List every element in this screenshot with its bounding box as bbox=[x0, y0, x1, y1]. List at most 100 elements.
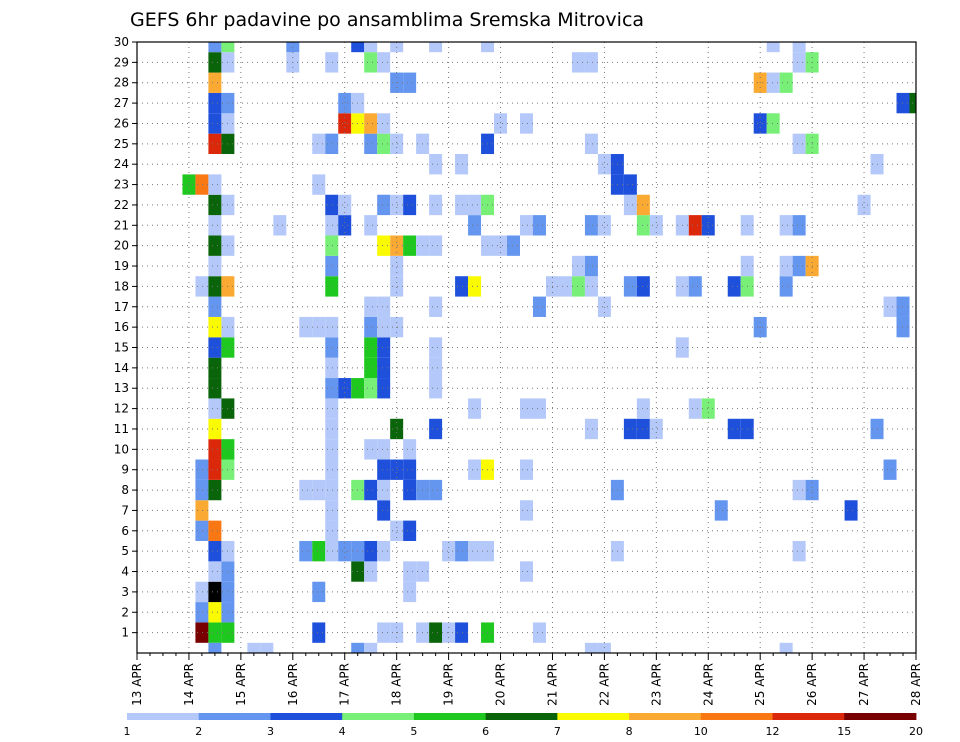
precip-cell bbox=[377, 540, 391, 562]
precip-cell bbox=[403, 72, 417, 93]
precip-cell bbox=[429, 154, 443, 175]
precip-cell bbox=[520, 398, 533, 419]
legend-label: 7 bbox=[554, 725, 561, 738]
precip-cell bbox=[779, 215, 793, 236]
legend-swatch bbox=[629, 713, 702, 720]
precip-cell bbox=[325, 337, 339, 358]
chart-title: GEFS 6hr padavine po ansamblima Sremska … bbox=[130, 9, 644, 31]
precip-cell bbox=[494, 113, 508, 134]
y-tick-label: 7 bbox=[121, 503, 129, 517]
precip-cell bbox=[636, 276, 650, 297]
precip-cell bbox=[883, 459, 897, 480]
precip-cell bbox=[532, 622, 546, 643]
legend-label: 15 bbox=[837, 725, 851, 738]
precip-cell bbox=[208, 337, 222, 358]
precip-cell bbox=[325, 255, 339, 277]
precip-cell bbox=[571, 276, 585, 297]
precip-cell bbox=[208, 439, 222, 460]
y-tick-label: 30 bbox=[114, 35, 129, 49]
precip-cell bbox=[195, 602, 209, 623]
precip-cell bbox=[351, 42, 365, 53]
precip-cell bbox=[792, 215, 806, 236]
precip-cell bbox=[338, 113, 352, 134]
precip-cell bbox=[429, 296, 443, 317]
precip-cell bbox=[520, 113, 533, 134]
precip-cell bbox=[325, 439, 339, 460]
precip-cell bbox=[377, 479, 391, 501]
precip-cell bbox=[429, 622, 443, 643]
precip-cell bbox=[558, 276, 572, 297]
precip-cell bbox=[208, 642, 222, 653]
precip-cell bbox=[195, 459, 209, 480]
precip-cell bbox=[377, 357, 391, 379]
precip-cell bbox=[208, 561, 222, 582]
precip-cell bbox=[312, 622, 326, 643]
x-tick-label: 21 APR bbox=[545, 663, 559, 706]
precip-cell bbox=[584, 215, 598, 236]
precip-cell bbox=[325, 378, 339, 399]
precip-cell bbox=[364, 113, 378, 134]
precip-cell bbox=[779, 72, 793, 93]
y-tick-label: 21 bbox=[114, 218, 129, 232]
legend-swatch bbox=[700, 713, 773, 720]
x-tick-label: 18 APR bbox=[390, 663, 404, 706]
precip-cell bbox=[299, 479, 313, 501]
y-tick-label: 19 bbox=[114, 259, 129, 273]
precip-cell bbox=[338, 215, 352, 236]
precip-cell bbox=[377, 194, 391, 216]
legend-label: 4 bbox=[339, 725, 346, 738]
precip-cell bbox=[597, 215, 611, 236]
precip-cell bbox=[390, 418, 404, 440]
precip-cell bbox=[364, 439, 378, 460]
precip-cell bbox=[455, 622, 469, 643]
precip-cell bbox=[688, 215, 702, 236]
precip-cell bbox=[208, 235, 222, 256]
y-tick-label: 14 bbox=[114, 361, 129, 375]
legend-swatch bbox=[342, 713, 415, 720]
precip-cell bbox=[325, 357, 339, 379]
precip-cell bbox=[520, 215, 533, 236]
precip-cell bbox=[429, 42, 443, 53]
x-tick-label: 24 APR bbox=[701, 663, 715, 706]
precip-cell bbox=[195, 500, 209, 521]
y-tick-label: 25 bbox=[114, 137, 129, 151]
precip-cell bbox=[364, 215, 378, 236]
precip-cell bbox=[532, 398, 546, 419]
x-tick-label: 22 APR bbox=[597, 663, 611, 706]
precip-cell bbox=[325, 398, 339, 419]
y-tick-label: 29 bbox=[114, 55, 129, 69]
precip-cell bbox=[636, 418, 650, 440]
precip-cell bbox=[325, 540, 339, 562]
precip-cell bbox=[455, 194, 469, 216]
legend-label: 5 bbox=[410, 725, 417, 738]
x-tick-label: 19 APR bbox=[442, 663, 456, 706]
precip-cell bbox=[766, 72, 780, 93]
precip-cell bbox=[208, 316, 222, 338]
precip-cell bbox=[208, 357, 222, 379]
precip-cell bbox=[364, 378, 378, 399]
y-tick-label: 24 bbox=[114, 157, 129, 171]
precip-cell bbox=[468, 459, 482, 480]
y-tick-label: 6 bbox=[121, 524, 129, 538]
x-tick-label: 25 APR bbox=[753, 663, 767, 706]
precip-cell bbox=[727, 418, 741, 440]
precip-cell bbox=[623, 194, 637, 216]
precip-cell bbox=[403, 479, 417, 501]
precip-cell bbox=[584, 276, 598, 297]
precip-cell bbox=[688, 398, 702, 419]
precip-cell bbox=[247, 642, 261, 653]
precip-cell bbox=[182, 174, 196, 195]
precip-cell bbox=[403, 520, 417, 541]
precip-cell bbox=[844, 500, 858, 521]
precip-cell bbox=[364, 642, 378, 653]
precip-cell bbox=[779, 642, 793, 653]
y-tick-label: 1 bbox=[121, 626, 129, 640]
precip-cell bbox=[377, 316, 391, 338]
precip-cell bbox=[195, 174, 209, 195]
x-tick-label: 27 APR bbox=[857, 663, 871, 706]
y-tick-label: 18 bbox=[114, 279, 129, 293]
precip-cell bbox=[468, 398, 482, 419]
precip-cell bbox=[325, 418, 339, 440]
precip-cell bbox=[584, 642, 598, 653]
